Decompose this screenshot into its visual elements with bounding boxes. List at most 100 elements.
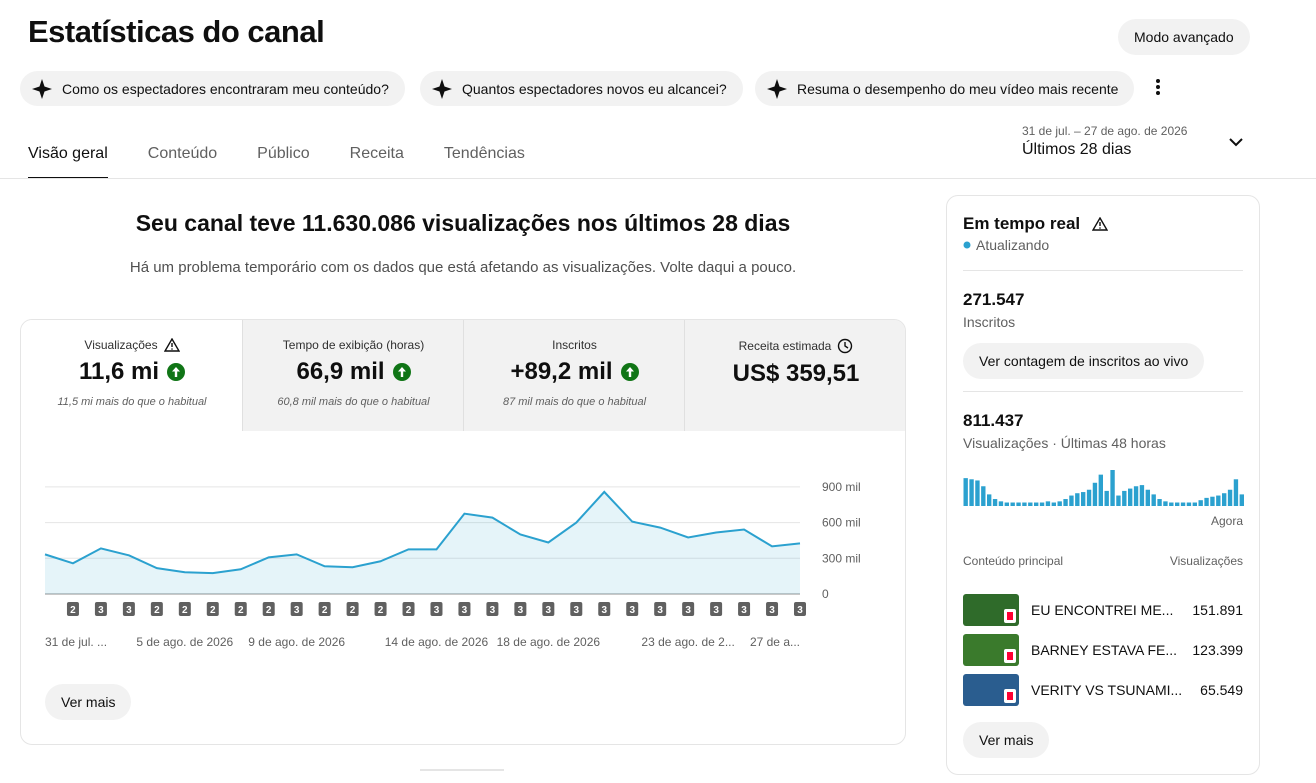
video-marker: 3 [430,602,443,616]
line [44,490,801,575]
video-marker-box [346,602,359,616]
video-marker: 3 [654,602,667,616]
y-tick-label: 900 mil [822,480,861,494]
metric-card[interactable]: Receita estimada US$ 359,51 [684,320,905,431]
chart-end-label: Agora [1210,514,1243,528]
video-marker-count: 3 [546,605,552,616]
video-marker: 3 [626,602,639,616]
bar [1210,496,1215,506]
views-chart: 0 300 mil 600 mil 900 mil 2 3 3 2 2 2 2 2 3 2 2 2 2 3 3 3 3 3… [44,480,861,649]
chip-text: Como os espectadores encontraram meu con… [62,80,389,97]
metric-comparison: 11,5 mi mais do que o habitual [57,396,207,408]
bar [981,486,986,506]
video-marker-count: 3 [434,605,440,616]
metric-card[interactable]: Tempo de exibição (horas) 66,9 mil 60,8 … [242,320,464,431]
top-content-row[interactable]: VERITY VS TSUNAMI... 65.549 [963,670,1243,710]
video-marker-count: 3 [657,605,663,616]
metric-label: Visualizações [84,338,158,352]
video-marker-count: 2 [70,605,76,616]
bar [1075,493,1080,506]
video-marker-count: 3 [741,605,747,616]
video-marker-count: 2 [154,605,160,616]
video-marker: 2 [206,602,219,616]
video-marker-box [262,602,275,616]
suggestion-chip[interactable]: Resuma o desempenho do meu vídeo mais re… [755,71,1135,106]
video-marker: 3 [122,602,135,616]
tab[interactable]: Visão geral [28,145,108,179]
more-menu[interactable] [1150,78,1166,98]
video-marker: 3 [710,602,723,616]
video-marker-box [402,602,415,616]
video-marker: 3 [794,602,806,616]
live-count-button[interactable]: Ver contagem de inscritos ao vivo [963,343,1205,379]
video-marker: 2 [318,602,331,616]
video-marker-box [234,602,247,616]
video-marker-box [542,602,555,616]
tab[interactable]: Conteúdo [147,145,218,162]
bar [963,478,968,506]
video-marker-box [122,602,135,616]
video-marker-count: 3 [797,605,803,616]
suggestion-chip[interactable]: Como os espectadores encontraram meu con… [20,71,405,106]
advanced-mode-button[interactable]: Modo avançado [1118,19,1250,55]
table-header: Conteúdo principal [963,554,1064,568]
video-marker-box [318,602,331,616]
video-marker: 3 [514,602,527,616]
bar [1198,500,1203,506]
video-marker: 3 [290,602,303,616]
bar [1010,502,1015,506]
see-more-button[interactable]: Ver mais [963,722,1050,758]
video-marker: 3 [458,602,471,616]
dropdown-arrow[interactable] [1228,136,1244,150]
video-marker: 3 [682,602,695,616]
video-marker-count: 2 [322,605,328,616]
bar [1110,470,1115,506]
video-marker: 3 [598,602,611,616]
chip-text: Resuma o desempenho do meu vídeo mais re… [797,80,1119,97]
bar [1004,502,1009,506]
bar [987,494,992,506]
video-marker-count: 3 [769,605,775,616]
bar [1175,502,1180,506]
y-tick-label: 600 mil [822,516,861,530]
sparkle-icon [767,78,787,99]
video-marker-count: 3 [518,605,524,616]
bar [1133,486,1139,506]
video-marker-count: 3 [126,605,132,616]
date-range-label[interactable]: Últimos 28 dias [1022,141,1132,158]
bar [1157,499,1162,506]
realtime-chart [963,470,1244,506]
tab[interactable]: Receita [349,145,404,162]
bar [1192,502,1197,506]
summary-headline: Seu canal teve 11.630.086 visualizações … [135,210,791,236]
video-marker-box [570,602,583,616]
bar [1227,489,1233,506]
thumbnail [963,634,1019,666]
page-title: Estatísticas do canal [28,14,325,49]
suggestion-chip[interactable]: Quantos espectadores novos eu alcancei? [420,71,743,106]
bar [1057,501,1062,506]
video-marker-box [626,602,639,616]
sparkle-icon [32,78,52,99]
video-marker-count: 3 [713,605,719,616]
bar [1233,479,1239,506]
bar [1022,502,1027,506]
top-content-row[interactable]: BARNEY ESTAVA FE... 123.399 [963,630,1243,670]
bar [1180,502,1186,506]
bar [1186,502,1192,506]
video-marker-count: 2 [238,605,244,616]
content-title: BARNEY ESTAVA FE... [1031,642,1178,658]
see-more-button[interactable]: Ver mais [45,684,132,720]
content-views: 123.399 [1192,642,1243,658]
subscriber-label: Inscritos [963,314,1016,330]
metric-card[interactable]: Inscritos +89,2 mil 87 mil mais do que o… [463,320,685,431]
up-icon [167,363,186,381]
divider [963,391,1243,392]
tab[interactable]: Tendências [443,145,525,162]
video-marker-count: 2 [378,605,384,616]
metric-card[interactable]: Visualizações 11,6 mi 11,5 mi mais do qu… [21,320,243,431]
tab[interactable]: Público [257,145,310,162]
video-marker-box [514,602,527,616]
top-content-row[interactable]: EU ENCONTREI ME... 151.891 [963,590,1243,630]
metric-value: +89,2 mil [510,358,613,385]
